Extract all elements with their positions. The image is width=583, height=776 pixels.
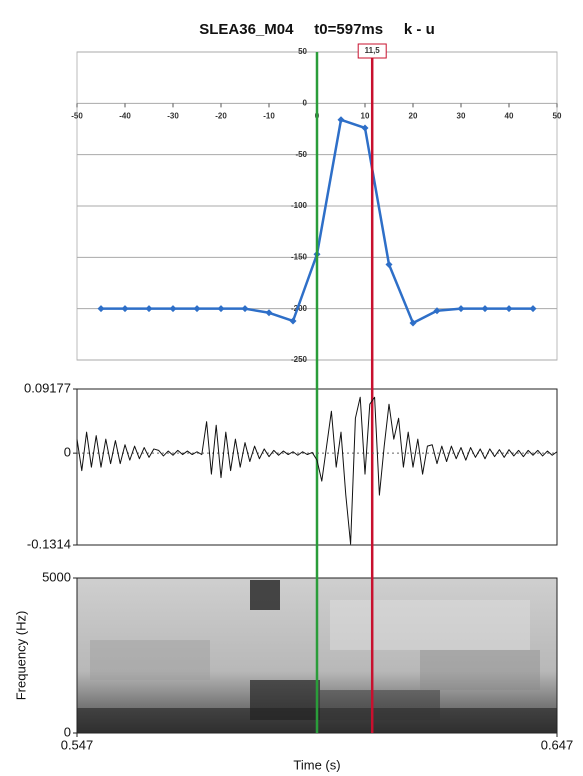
marker-label-box (357, 43, 387, 59)
x-tick-label: -50 (71, 111, 83, 120)
y-tick-label: -50 (295, 150, 307, 159)
data-point (385, 261, 393, 269)
x-tick-label: -20 (215, 111, 227, 120)
data-point (457, 305, 465, 313)
data-point (481, 305, 489, 313)
y-tick-label: -100 (291, 201, 308, 210)
data-point (193, 305, 201, 313)
y-tick-label: 0 (64, 445, 71, 460)
x-tick-label: 0.547 (61, 737, 94, 752)
data-point (433, 307, 441, 315)
y-tick-label: 5000 (42, 569, 71, 584)
data-point (361, 124, 369, 132)
data-point (529, 305, 537, 313)
y-tick-label: -150 (291, 252, 308, 261)
data-point (265, 309, 273, 317)
y-tick-label: 50 (298, 47, 307, 56)
data-point (217, 305, 225, 313)
data-point (289, 317, 297, 325)
y-tick-label: -200 (291, 304, 308, 313)
x-tick-label: 10 (361, 111, 370, 120)
data-point (97, 305, 105, 313)
data-point (121, 305, 129, 313)
y-tick-label: 0.09177 (24, 380, 71, 395)
data-point (337, 116, 345, 124)
y-tick-label: -250 (291, 355, 308, 364)
data-point (241, 305, 249, 313)
x-tick-label: 20 (409, 111, 418, 120)
data-point (169, 305, 177, 313)
y-tick-label: -0.1314 (27, 536, 71, 551)
y-tick-label: 0 (64, 724, 71, 739)
x-tick-label: 50 (553, 111, 562, 120)
chart-title: SLEA36_M04 t0=597ms k - u (199, 21, 435, 38)
x-axis-label: Time (s) (293, 757, 340, 772)
marker-label: 11,5 (365, 46, 381, 55)
data-point (409, 319, 417, 327)
data-point (145, 305, 153, 313)
x-tick-label: -10 (263, 111, 275, 120)
y-axis-label: Frequency (Hz) (13, 611, 28, 701)
x-tick-label: 40 (505, 111, 514, 120)
y-tick-label: 0 (303, 98, 308, 107)
data-point (505, 305, 513, 313)
waveform-line (76, 396, 558, 545)
x-tick-label: 0.647 (541, 737, 574, 752)
x-tick-label: -40 (119, 111, 131, 120)
x-tick-label: -30 (167, 111, 179, 120)
x-tick-label: 30 (457, 111, 466, 120)
